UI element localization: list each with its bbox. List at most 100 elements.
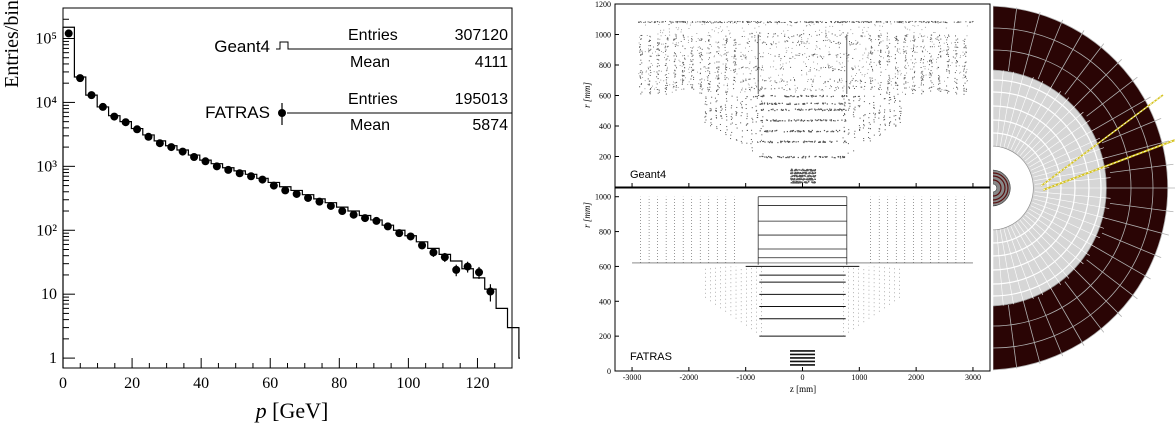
hit — [904, 74, 906, 76]
hit — [734, 41, 736, 43]
hit — [675, 34, 677, 36]
hit — [895, 39, 897, 41]
hit — [808, 174, 810, 177]
hit — [704, 23, 706, 25]
hit — [956, 82, 958, 84]
stats-geant4-entries-label: Entries — [348, 27, 398, 44]
hit — [730, 22, 732, 24]
hit — [812, 21, 814, 23]
hit — [899, 20, 901, 22]
hit — [850, 29, 852, 31]
hit — [788, 119, 790, 121]
hit — [729, 68, 730, 69]
hit — [870, 83, 872, 84]
hit — [656, 48, 658, 50]
hit — [650, 72, 652, 74]
hit — [775, 103, 777, 105]
hit — [656, 83, 658, 85]
hit — [844, 105, 846, 107]
hit — [953, 50, 955, 51]
hit — [777, 120, 779, 122]
hit — [714, 62, 716, 64]
hit — [795, 141, 797, 143]
hit — [964, 67, 965, 69]
hit — [783, 89, 785, 91]
hit — [719, 26, 721, 28]
hit — [708, 67, 710, 68]
legend-fatras-symbol — [278, 103, 286, 125]
hit — [789, 61, 790, 63]
hit — [922, 84, 924, 86]
geant4-step-line — [62, 26, 520, 368]
hit — [913, 72, 915, 74]
hit — [911, 55, 913, 57]
hit — [818, 70, 820, 72]
hit — [924, 26, 926, 28]
hit — [699, 21, 701, 23]
hit — [803, 130, 805, 133]
hit — [958, 65, 960, 67]
tracker-segment — [1032, 147, 1104, 174]
hit — [934, 20, 936, 22]
hit — [786, 103, 788, 105]
hit — [947, 61, 949, 63]
hit — [807, 181, 809, 183]
hit — [746, 123, 748, 125]
hit — [683, 55, 685, 57]
hit — [717, 86, 719, 88]
hit — [660, 29, 662, 31]
hit — [796, 169, 798, 172]
hit — [886, 60, 888, 62]
hit — [848, 54, 849, 56]
hit — [785, 85, 786, 86]
hit — [678, 59, 680, 61]
hit — [899, 118, 901, 120]
hit — [935, 21, 937, 23]
hit — [938, 83, 940, 85]
z-tick-label: -3000 — [623, 373, 642, 382]
tracker-segment — [1019, 97, 1070, 157]
hit — [759, 52, 761, 54]
hit — [808, 70, 810, 72]
hit — [897, 51, 899, 53]
hit — [751, 133, 753, 135]
hit — [811, 120, 813, 122]
hit — [805, 109, 807, 111]
hit — [648, 60, 650, 62]
hit — [653, 88, 655, 90]
hit — [811, 119, 813, 122]
hit — [640, 71, 642, 73]
calorimeter-cell-line — [1008, 7, 1018, 72]
hit — [889, 110, 891, 112]
hit — [774, 119, 776, 122]
hit — [759, 68, 761, 70]
hit — [674, 58, 676, 60]
hit — [894, 73, 896, 75]
hit — [794, 103, 796, 106]
hit — [839, 80, 841, 82]
hit — [922, 39, 924, 41]
hit — [657, 73, 659, 75]
hit — [841, 21, 843, 23]
hit — [674, 76, 676, 78]
hit — [931, 86, 933, 88]
hit — [801, 174, 804, 177]
hit — [734, 77, 736, 79]
hit — [963, 47, 965, 49]
hit — [727, 51, 729, 53]
hit — [794, 177, 796, 180]
hit — [665, 59, 667, 61]
hit — [813, 175, 815, 177]
hit — [879, 63, 881, 65]
hit — [912, 76, 914, 78]
hit — [659, 81, 660, 83]
hit — [931, 46, 933, 48]
hit — [639, 76, 641, 78]
hit — [742, 66, 744, 68]
hit — [778, 41, 780, 43]
hit — [726, 91, 728, 93]
hit — [811, 141, 813, 143]
hit — [848, 99, 850, 101]
hit — [796, 54, 798, 56]
hit — [790, 182, 792, 184]
